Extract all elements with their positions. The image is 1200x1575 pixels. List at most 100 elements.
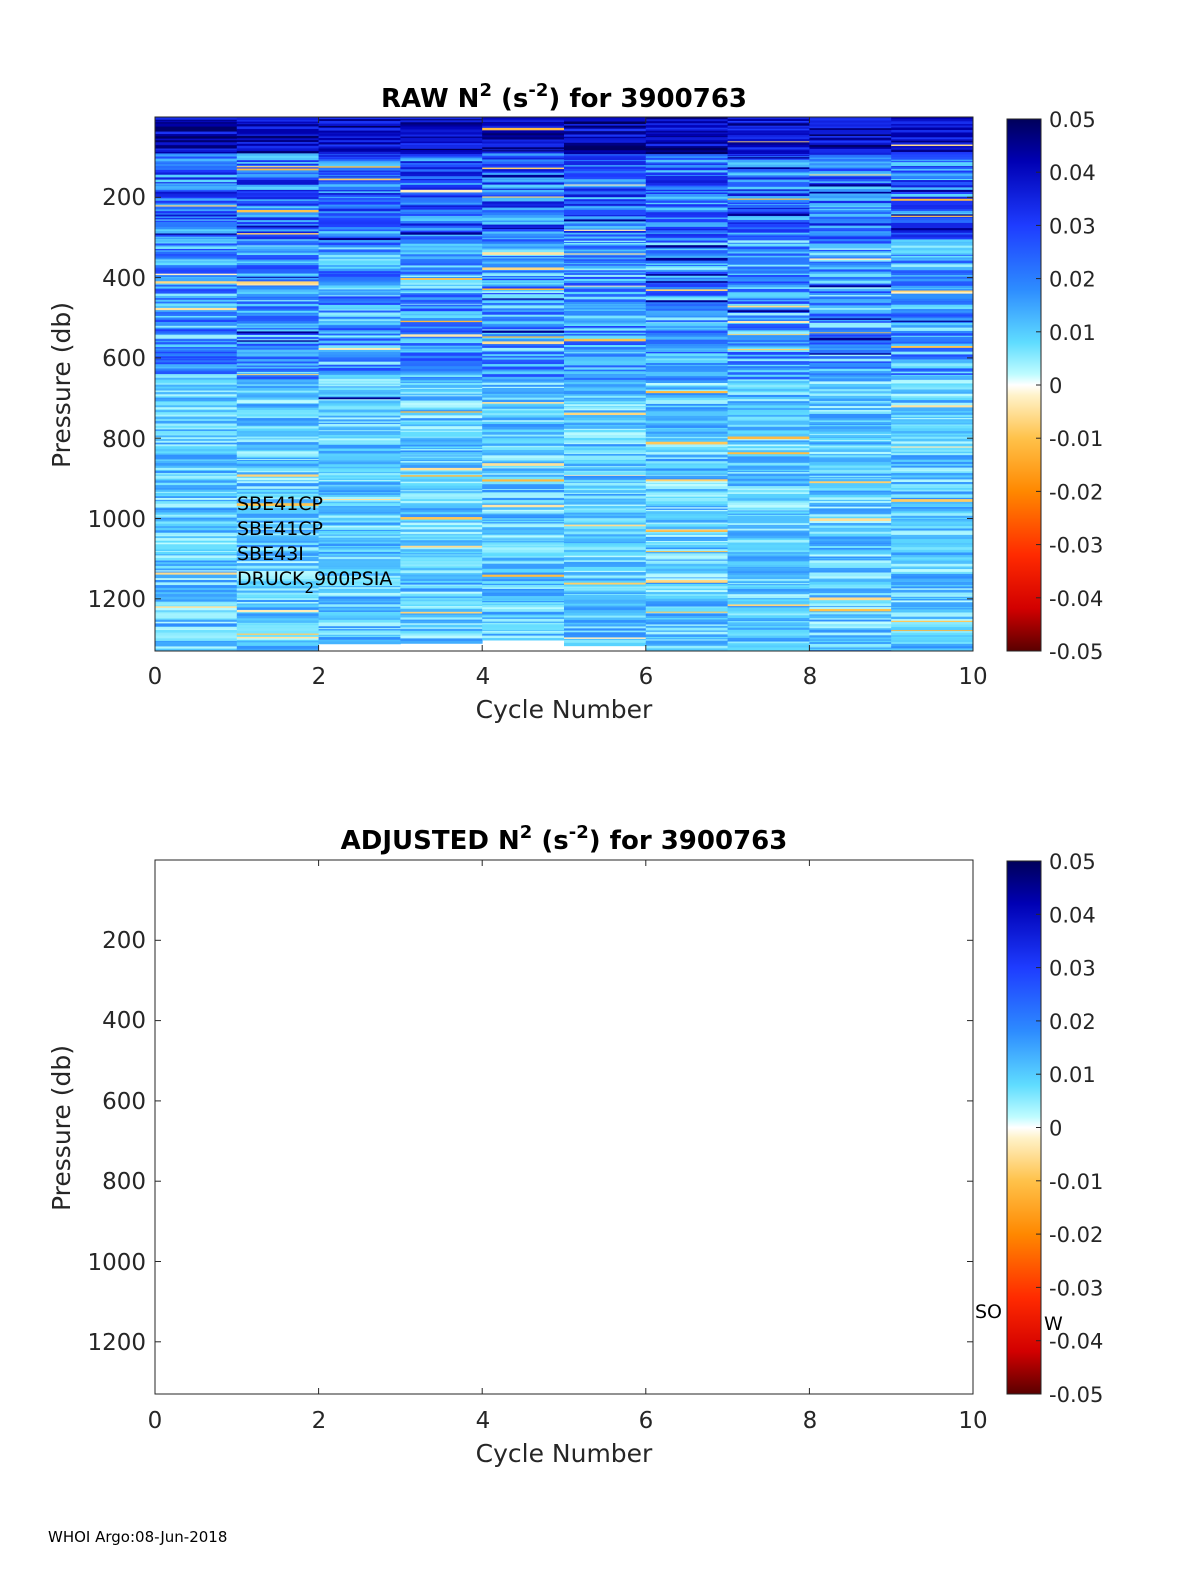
heatmap-cell	[564, 390, 647, 394]
heatmap-cell	[645, 175, 728, 177]
heatmap-cell	[400, 251, 483, 253]
heatmap-cell	[645, 375, 728, 379]
heatmap-cell	[727, 428, 810, 431]
heatmap-cell	[318, 217, 401, 221]
heatmap-cell	[400, 377, 483, 379]
heatmap-cell	[809, 174, 892, 177]
heatmap-cell	[564, 159, 647, 162]
heatmap-cell	[564, 508, 647, 511]
heatmap-cell	[155, 257, 238, 261]
heatmap-cell	[809, 433, 892, 436]
heatmap-cell	[564, 520, 647, 524]
heatmap-cell	[155, 342, 238, 345]
heatmap-cell	[891, 188, 973, 191]
heatmap-cell	[727, 249, 810, 253]
heatmap-cell	[891, 140, 973, 144]
heatmap-cell	[236, 129, 319, 132]
heatmap-cell	[891, 491, 973, 494]
heatmap-cell	[318, 193, 401, 196]
heatmap-cell	[236, 368, 319, 372]
heatmap-cell	[318, 535, 401, 539]
heatmap-cell	[891, 598, 973, 602]
heatmap-cell	[318, 624, 401, 627]
heatmap-cell	[482, 332, 565, 335]
heatmap-cell	[564, 125, 647, 128]
heatmap-cell	[236, 477, 319, 481]
heatmap-cell	[727, 257, 810, 261]
heatmap-cell	[318, 473, 401, 476]
heatmap-cell	[809, 228, 892, 231]
heatmap-cell	[645, 265, 728, 267]
heatmap-cell	[482, 621, 565, 624]
heatmap-cell	[809, 619, 892, 623]
heatmap-cell	[891, 467, 973, 471]
heatmap-cell	[318, 252, 401, 256]
heatmap-cell	[809, 279, 892, 282]
heatmap-cell	[645, 609, 728, 613]
heatmap-cell	[236, 454, 319, 458]
heatmap-cell	[318, 615, 401, 619]
heatmap-cell	[400, 206, 483, 210]
heatmap-cell	[236, 625, 319, 628]
heatmap-cell	[727, 193, 810, 197]
heatmap-cell	[891, 281, 973, 285]
heatmap-cell	[809, 611, 892, 613]
heatmap-cell	[155, 131, 238, 135]
heatmap-cell	[318, 476, 401, 480]
heatmap-cell	[318, 493, 401, 496]
heatmap-cell	[645, 218, 728, 221]
heatmap-cell	[891, 191, 973, 195]
heatmap-cell	[891, 580, 973, 583]
heatmap-cell	[564, 393, 647, 395]
heatmap-cell	[155, 410, 238, 413]
heatmap-cell	[564, 161, 647, 164]
heatmap-cell	[727, 296, 810, 300]
heatmap-cell	[318, 592, 401, 597]
heatmap-cell	[645, 422, 728, 424]
heatmap-cell	[318, 500, 401, 503]
heatmap-cell	[155, 331, 238, 334]
heatmap-cell	[564, 634, 647, 638]
heatmap-cell	[318, 489, 401, 491]
heatmap-cell	[482, 630, 565, 634]
heatmap-cell	[236, 622, 319, 625]
heatmap-cell	[482, 308, 565, 311]
heatmap-cell	[236, 177, 319, 181]
heatmap-cell	[564, 547, 647, 551]
heatmap-cell	[155, 493, 238, 496]
heatmap-cell	[727, 313, 810, 317]
heatmap-cell	[155, 596, 238, 600]
heatmap-cell	[482, 192, 565, 196]
colorbar-tick-label: 0.04	[1049, 161, 1096, 185]
heatmap-cell	[727, 433, 810, 438]
raw-xtick-2: 2	[312, 664, 327, 690]
heatmap-cell	[155, 315, 238, 319]
heatmap-cell	[236, 179, 319, 184]
heatmap-cell	[482, 520, 565, 523]
heatmap-cell	[809, 120, 892, 124]
heatmap-cell	[236, 576, 319, 580]
heatmap-cell	[727, 444, 810, 447]
heatmap-cell	[155, 344, 238, 347]
heatmap-cell	[564, 205, 647, 208]
heatmap-cell	[727, 594, 810, 597]
heatmap-cell	[645, 465, 728, 468]
heatmap-cell	[564, 455, 647, 460]
heatmap-cell	[482, 141, 565, 145]
heatmap-cell	[809, 200, 892, 204]
heatmap-cell	[645, 508, 728, 511]
heatmap-cell	[727, 268, 810, 272]
heatmap-cell	[155, 612, 238, 615]
heatmap-cell	[891, 526, 973, 530]
heatmap-cell	[809, 522, 892, 527]
heatmap-cell	[809, 559, 892, 561]
heatmap-cell	[155, 350, 238, 353]
heatmap-cell	[809, 334, 892, 338]
heatmap-cell	[155, 401, 238, 403]
heatmap-cell	[809, 581, 892, 586]
heatmap-cell	[891, 610, 973, 613]
heatmap-cell	[482, 182, 565, 186]
heatmap-cell	[482, 517, 565, 519]
heatmap-cell	[564, 200, 647, 202]
heatmap-cell	[891, 493, 973, 495]
